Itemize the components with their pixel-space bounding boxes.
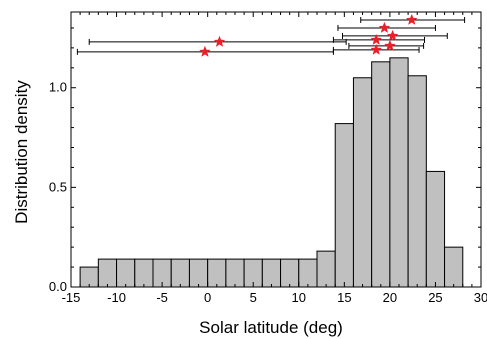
star-marker-1 bbox=[378, 21, 391, 33]
star-marker-3 bbox=[370, 33, 383, 45]
x-tick-label: 25 bbox=[428, 290, 442, 305]
histogram-bar-18 bbox=[407, 75, 427, 288]
histogram-bar-3 bbox=[134, 258, 154, 288]
plot-axes bbox=[70, 11, 482, 288]
x-tick-label: 20 bbox=[383, 290, 397, 305]
histogram-bar-8 bbox=[225, 258, 245, 288]
star-marker-5 bbox=[383, 39, 396, 51]
plot-frame bbox=[70, 11, 482, 288]
y-tick-label: 1.0 bbox=[49, 80, 67, 95]
y-tick-label: 0.0 bbox=[49, 279, 67, 294]
histogram-bar-10 bbox=[261, 258, 282, 288]
tick-labels: -15 -10 -5 0 5 10 15 20 25 30 0.0 0.5 1.0 bbox=[49, 80, 487, 305]
histogram-bar-2 bbox=[116, 258, 136, 288]
x-tick-label: -10 bbox=[107, 290, 126, 305]
histogram-bar-16 bbox=[371, 61, 391, 288]
histogram-bar-19 bbox=[425, 170, 446, 288]
x-tick-label: 10 bbox=[292, 290, 306, 305]
histogram-bars bbox=[79, 57, 464, 288]
x-tick-label: 30 bbox=[474, 290, 487, 305]
histogram-bar-5 bbox=[170, 258, 190, 288]
star-marker-2 bbox=[386, 29, 399, 41]
star-marker-0 bbox=[405, 13, 418, 25]
x-tick-label: 5 bbox=[250, 290, 257, 305]
star-markers bbox=[199, 13, 418, 57]
x-tick-label: -5 bbox=[156, 290, 168, 305]
histogram-bar-1 bbox=[97, 258, 118, 288]
star-marker-7 bbox=[199, 45, 211, 57]
star-marker-6 bbox=[370, 43, 383, 55]
histogram-bar-12 bbox=[298, 258, 318, 288]
star-marker-4 bbox=[213, 35, 226, 47]
histogram-bar-13 bbox=[316, 250, 336, 288]
histogram-bar-17 bbox=[389, 57, 409, 288]
histogram-bar-7 bbox=[207, 258, 227, 288]
x-tick-label: 15 bbox=[337, 290, 351, 305]
y-tick-label: 0.5 bbox=[49, 179, 67, 194]
x-axis-label: Solar latitude (deg) bbox=[199, 318, 343, 337]
histogram-bar-6 bbox=[188, 258, 209, 288]
x-tick-label: -15 bbox=[62, 290, 81, 305]
histogram-bar-14 bbox=[334, 123, 354, 288]
y-axis-label: Distribution density bbox=[12, 80, 31, 224]
histogram-bar-20 bbox=[444, 246, 464, 288]
x-tick-label: 0 bbox=[204, 290, 211, 305]
error-bar-5 bbox=[348, 42, 425, 49]
histogram-bar-11 bbox=[280, 258, 300, 288]
histogram-bar-15 bbox=[352, 77, 373, 288]
error-bars bbox=[76, 16, 466, 55]
